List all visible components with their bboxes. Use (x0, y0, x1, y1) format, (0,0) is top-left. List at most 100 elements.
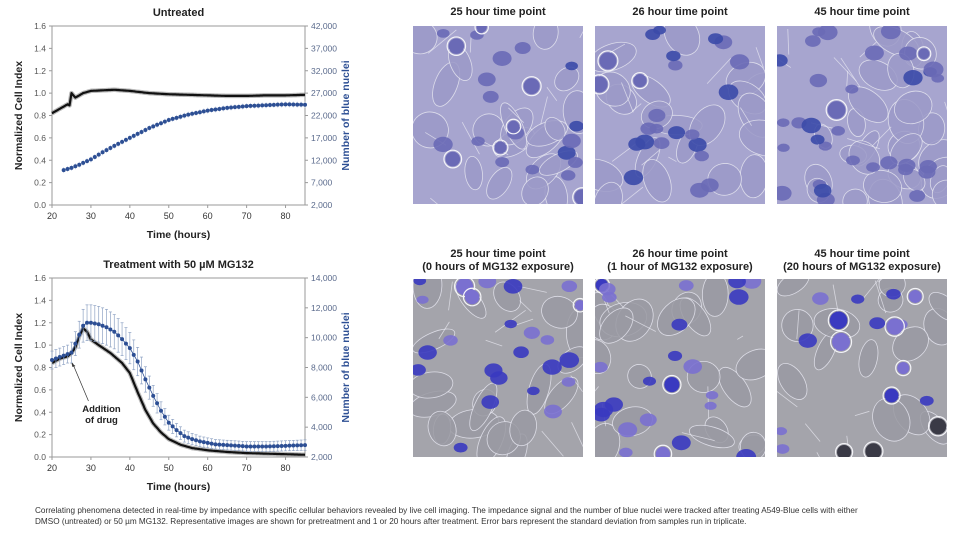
cell-body (642, 159, 672, 203)
nucleus (718, 84, 739, 100)
blue-nuclei-point (81, 160, 86, 165)
rounded-cell-outline (834, 442, 854, 457)
blue-nuclei-point (232, 105, 237, 110)
cell-process (706, 57, 732, 84)
blue-nuclei-point (299, 102, 304, 107)
nucleus (653, 137, 670, 149)
rounded-cell-outline (505, 118, 522, 135)
rounded-cell-outline (446, 36, 467, 56)
blue-nuclei-point (244, 104, 249, 109)
blue-nuclei-point (279, 102, 284, 107)
y-tick-label: 0.6 (34, 133, 46, 143)
x-tick-label: 80 (281, 211, 291, 221)
rounded-cell-outline (884, 316, 905, 337)
blue-nuclei-point (303, 102, 307, 107)
y-tick-label: 1.4 (34, 295, 46, 305)
nucleus (908, 289, 922, 303)
nucleus (595, 361, 608, 373)
y2-tick-label: 22,000 (311, 111, 337, 121)
blue-nuclei-point (135, 131, 140, 136)
blue-nuclei-point (77, 162, 82, 167)
y2-tick-label: 14,000 (311, 273, 337, 283)
nucleus (831, 126, 845, 136)
blue-nuclei-point (155, 122, 160, 127)
nucleus (476, 26, 487, 33)
nucleus (544, 404, 562, 419)
nucleus (557, 145, 576, 160)
nucleus (619, 447, 633, 457)
rounded-cell-outline (827, 309, 850, 332)
nucleus (812, 292, 829, 305)
nucleus (639, 413, 657, 427)
nucleus (801, 117, 822, 134)
nucleus (866, 162, 880, 173)
blue-nuclei-point (217, 106, 222, 111)
blue-nuclei-point (174, 115, 179, 120)
nucleus (628, 137, 646, 151)
blue-nuclei-point (197, 110, 202, 115)
cell-process (508, 107, 524, 124)
nucleus (690, 182, 709, 198)
nucleus (527, 386, 540, 396)
nucleus (678, 280, 694, 291)
x-tick-label: 30 (86, 211, 96, 221)
blue-nuclei-point (260, 103, 265, 108)
rounded-cell-outline (916, 46, 932, 62)
image-title-line2: (1 hour of MG132 exposure) (607, 261, 753, 273)
cell-body (595, 422, 621, 457)
y2-tick-label: 7,000 (311, 178, 333, 188)
y2-tick-label: 27,000 (311, 88, 337, 98)
rounded-cell-outline (597, 50, 619, 72)
cell-index-error-band (50, 326, 307, 458)
blue-nuclei-point (248, 103, 253, 108)
nucleus (471, 136, 485, 146)
nucleus (903, 70, 923, 86)
cell-process (777, 390, 798, 408)
nucleus (523, 326, 540, 339)
micrograph-untreated-45h (777, 26, 947, 204)
cell-body (701, 279, 729, 317)
rounded-cell-outline (825, 99, 848, 121)
x-tick-label: 30 (86, 463, 96, 473)
nucleus (886, 318, 903, 335)
blue-nuclei-point (291, 102, 296, 107)
nucleus (482, 90, 499, 103)
nucleus (477, 72, 496, 87)
blue-nuclei-point (127, 135, 132, 140)
nucleus (595, 401, 614, 418)
untreated-chart: Untreated 0.0 0.2 0.4 0.6 0.8 1.0 1.2 1.4 1.6 2,00… (13, 7, 352, 241)
cell-index-error-band (50, 87, 307, 116)
cell-process (641, 150, 660, 166)
nucleus (886, 288, 901, 300)
blue-nuclei-point (65, 166, 70, 171)
blue-nuclei-series (50, 304, 307, 452)
cell-body (863, 169, 902, 203)
blue-nuclei-point (170, 116, 175, 121)
image-title-untreated-45h: 45 hour time point (814, 6, 910, 18)
blue-nuclei-point (139, 129, 144, 134)
blue-nuclei-point (283, 102, 288, 107)
image-title-line1: 26 hour time point (632, 248, 728, 260)
cell-process (430, 197, 438, 204)
rounded-cell-outline (906, 287, 924, 306)
cell-process (519, 300, 532, 313)
y-tick-label: 1.4 (34, 43, 46, 53)
rounded-cell-outline (572, 187, 583, 204)
rounded-cell-outline (829, 330, 853, 354)
cell-process (461, 121, 480, 155)
cell-body (554, 66, 580, 92)
caption-line-2: DMSO (untreated) or 50 µm MG132. Represe… (35, 517, 747, 526)
micrograph-treated-45h (777, 279, 947, 457)
nucleus (777, 427, 788, 436)
nucleus (897, 362, 910, 375)
nucleus (507, 120, 520, 133)
nucleus (810, 134, 825, 145)
cell-index-line (51, 327, 306, 456)
cell-process (438, 321, 450, 340)
rounded-cell-outline (474, 26, 489, 35)
blue-nuclei-point (178, 114, 183, 119)
blue-nuclei-point (264, 103, 269, 108)
nucleus (736, 448, 757, 457)
nucleus (812, 27, 826, 37)
nucleus (436, 29, 450, 38)
